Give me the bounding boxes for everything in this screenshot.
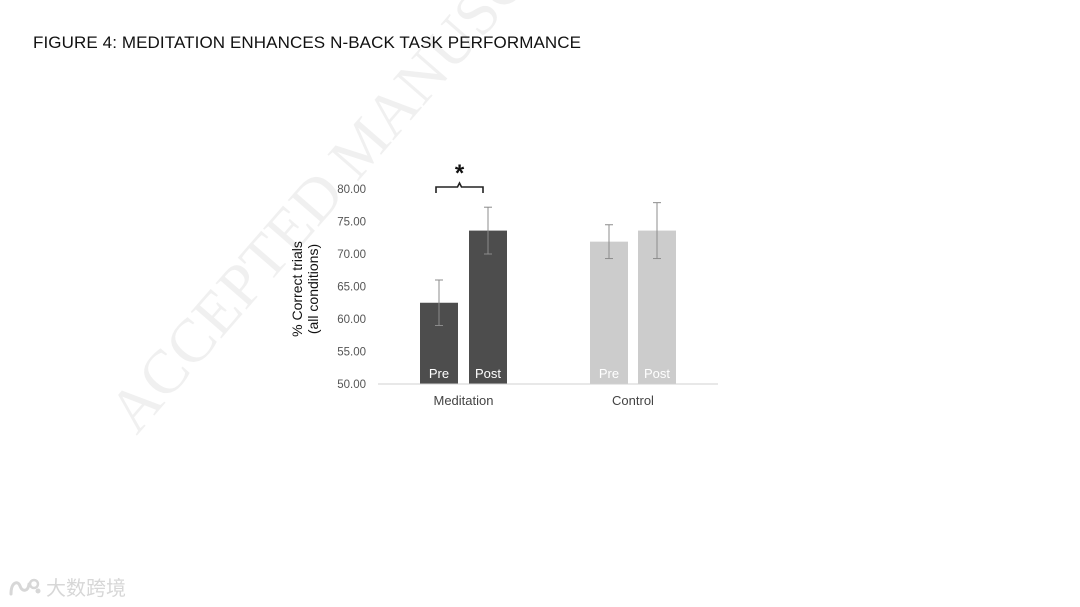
y-tick-label: 55.00 <box>337 347 366 359</box>
y-tick-label: 60.00 <box>337 314 366 326</box>
error-bars <box>435 202 661 326</box>
category-label-control: Control <box>612 393 654 408</box>
corner-logo-text: 大数跨境 <box>46 576 126 600</box>
bar-labels: Pre Post Pre Post <box>429 366 671 381</box>
bar-label: Post <box>475 366 501 381</box>
y-tick-label: 70.00 <box>337 249 366 261</box>
significance-star: * <box>455 160 465 187</box>
y-tick-label: 65.00 <box>337 282 366 294</box>
significance-bracket: * <box>435 160 484 193</box>
y-tick-label: 75.00 <box>337 217 366 229</box>
bars <box>420 230 676 384</box>
error-bar <box>653 202 661 260</box>
y-axis-label: % Correct trials (all conditions) <box>289 241 321 337</box>
y-tick-labels: 50.00 55.00 60.00 65.00 70.00 75.00 80.00 <box>337 184 366 391</box>
y-axis-label-line: % Correct trials <box>289 241 305 337</box>
bar-label: Pre <box>599 366 619 381</box>
corner-logo: 大数跨境 <box>8 572 126 601</box>
error-bar <box>435 279 443 326</box>
x-category-labels: Meditation Control <box>434 393 655 408</box>
category-label-meditation: Meditation <box>434 393 494 408</box>
error-bar <box>605 224 613 260</box>
significance-bracket-line <box>435 181 484 193</box>
bar-label: Post <box>644 366 670 381</box>
bar-label: Pre <box>429 366 449 381</box>
y-axis-label-line: (all conditions) <box>305 244 321 334</box>
bar-control-pre <box>590 241 628 384</box>
figure-title: FIGURE 4: MEDITATION ENHANCES N-BACK TAS… <box>33 33 582 52</box>
bar-meditation-post <box>469 230 507 384</box>
logo-mark-icon <box>9 578 41 595</box>
error-bar <box>484 206 492 255</box>
y-tick-label: 50.00 <box>337 379 366 391</box>
y-tick-label: 80.00 <box>337 184 366 196</box>
